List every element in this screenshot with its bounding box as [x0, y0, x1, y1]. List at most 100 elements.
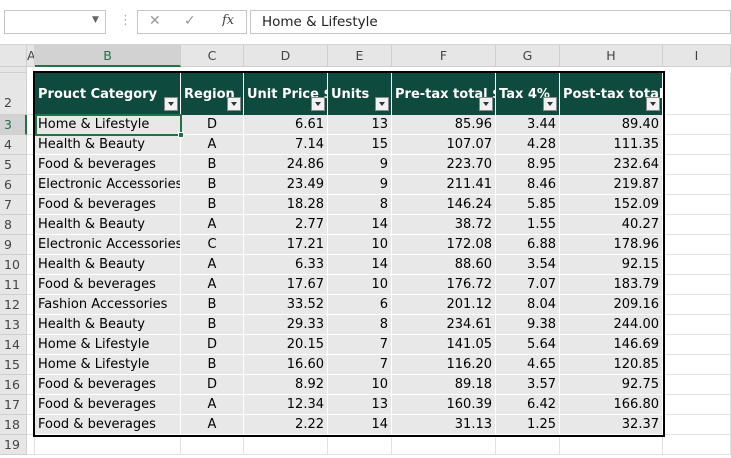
table-cell[interactable]: B	[181, 295, 244, 315]
column-header[interactable]: F	[392, 45, 496, 67]
table-cell[interactable]: 3.54	[496, 255, 560, 275]
table-cell[interactable]: 172.08	[392, 235, 496, 255]
table-cell[interactable]: 10	[328, 235, 392, 255]
table-cell[interactable]: 14	[328, 255, 392, 275]
column-header[interactable]: D	[244, 45, 328, 67]
row-header[interactable]: 12	[0, 295, 27, 315]
table-cell[interactable]: 40.27	[560, 215, 663, 235]
table-cell[interactable]: 244.00	[560, 315, 663, 335]
table-cell[interactable]: 6.88	[496, 235, 560, 255]
table-cell[interactable]: A	[181, 135, 244, 155]
table-cell[interactable]: 183.79	[560, 275, 663, 295]
fill-handle[interactable]	[178, 132, 184, 138]
column-header[interactable]: G	[496, 45, 560, 67]
row-header[interactable]	[0, 67, 27, 73]
filter-button[interactable]	[311, 97, 325, 111]
table-cell[interactable]: 141.05	[392, 335, 496, 355]
row-header[interactable]: 18	[0, 415, 27, 435]
table-cell[interactable]: B	[181, 315, 244, 335]
table-cell[interactable]: 15	[328, 135, 392, 155]
table-cell[interactable]: Home & Lifestyle	[35, 355, 181, 375]
row-header[interactable]: 4	[0, 135, 27, 155]
table-cell[interactable]: 24.86	[244, 155, 328, 175]
table-cell[interactable]: 4.28	[496, 135, 560, 155]
table-cell[interactable]: Electronic Accessories	[35, 175, 181, 195]
table-cell[interactable]: 33.52	[244, 295, 328, 315]
table-cell[interactable]: 3.57	[496, 375, 560, 395]
table-cell[interactable]: 85.96	[392, 115, 496, 135]
table-cell[interactable]: 38.72	[392, 215, 496, 235]
table-cell[interactable]: 1.25	[496, 415, 560, 435]
column-header[interactable]: H	[560, 45, 663, 67]
table-cell[interactable]: 14	[328, 415, 392, 435]
table-cell[interactable]: 7.07	[496, 275, 560, 295]
table-cell[interactable]: A	[181, 275, 244, 295]
table-cell[interactable]: 8.92	[244, 375, 328, 395]
row-header[interactable]: 7	[0, 195, 27, 215]
table-cell[interactable]: 5.64	[496, 335, 560, 355]
row-header[interactable]: 14	[0, 335, 27, 355]
row-header[interactable]: 9	[0, 235, 27, 255]
column-header[interactable]: E	[328, 45, 392, 67]
table-cell[interactable]: 2.77	[244, 215, 328, 235]
row-header[interactable]: 10	[0, 255, 27, 275]
table-cell[interactable]: D	[181, 375, 244, 395]
table-cell[interactable]: Fashion Accessories	[35, 295, 181, 315]
table-cell[interactable]: 9	[328, 175, 392, 195]
column-header[interactable]: A	[27, 45, 35, 67]
filter-button[interactable]	[543, 97, 557, 111]
table-cell[interactable]: 6.42	[496, 395, 560, 415]
filter-button[interactable]	[479, 97, 493, 111]
table-cell[interactable]: Food & beverages	[35, 395, 181, 415]
table-cell[interactable]: 7	[328, 335, 392, 355]
table-cell[interactable]: 223.70	[392, 155, 496, 175]
table-cell[interactable]: A	[181, 215, 244, 235]
table-cell[interactable]: D	[181, 335, 244, 355]
table-cell[interactable]: 166.80	[560, 395, 663, 415]
table-cell[interactable]: 13	[328, 115, 392, 135]
function-button[interactable]: fx	[222, 13, 235, 28]
table-cell[interactable]: A	[181, 255, 244, 275]
row-header[interactable]: 11	[0, 275, 27, 295]
table-cell[interactable]: 20.15	[244, 335, 328, 355]
column-header[interactable]: I	[663, 45, 731, 67]
row-header[interactable]: 8	[0, 215, 27, 235]
table-cell[interactable]: 12.34	[244, 395, 328, 415]
table-cell[interactable]: A	[181, 395, 244, 415]
table-cell[interactable]: Health & Beauty	[35, 135, 181, 155]
row-header[interactable]: 16	[0, 375, 27, 395]
table-cell[interactable]: 7.14	[244, 135, 328, 155]
table-cell[interactable]: C	[181, 235, 244, 255]
row-header[interactable]: 13	[0, 315, 27, 335]
filter-button[interactable]	[227, 97, 241, 111]
row-header[interactable]: 17	[0, 395, 27, 415]
table-cell[interactable]: Health & Beauty	[35, 255, 181, 275]
filter-button[interactable]	[646, 97, 660, 111]
table-cell[interactable]: 160.39	[392, 395, 496, 415]
row-header[interactable]: 3	[0, 115, 27, 135]
table-cell[interactable]: 29.33	[244, 315, 328, 335]
row-header[interactable]: 6	[0, 175, 27, 195]
row-header[interactable]: 2	[0, 73, 27, 115]
table-cell[interactable]: 6	[328, 295, 392, 315]
table-cell[interactable]: 6.33	[244, 255, 328, 275]
enter-button[interactable]: ✓	[184, 13, 196, 29]
name-box-arrow[interactable]: ▼	[92, 15, 99, 25]
table-cell[interactable]: B	[181, 155, 244, 175]
table-cell[interactable]: 10	[328, 375, 392, 395]
table-cell[interactable]: 4.65	[496, 355, 560, 375]
table-cell[interactable]: Electronic Accessories	[35, 235, 181, 255]
table-cell[interactable]: 88.60	[392, 255, 496, 275]
table-cell[interactable]: A	[181, 415, 244, 435]
table-cell[interactable]: Food & beverages	[35, 375, 181, 395]
table-cell[interactable]: 92.15	[560, 255, 663, 275]
table-cell[interactable]: 178.96	[560, 235, 663, 255]
row-header[interactable]: 15	[0, 355, 27, 375]
table-cell[interactable]: 10	[328, 275, 392, 295]
table-cell[interactable]: 234.61	[392, 315, 496, 335]
table-cell[interactable]: 17.21	[244, 235, 328, 255]
table-cell[interactable]: 2.22	[244, 415, 328, 435]
table-cell[interactable]: 8.46	[496, 175, 560, 195]
table-cell[interactable]: 9.38	[496, 315, 560, 335]
filter-button[interactable]	[375, 97, 389, 111]
